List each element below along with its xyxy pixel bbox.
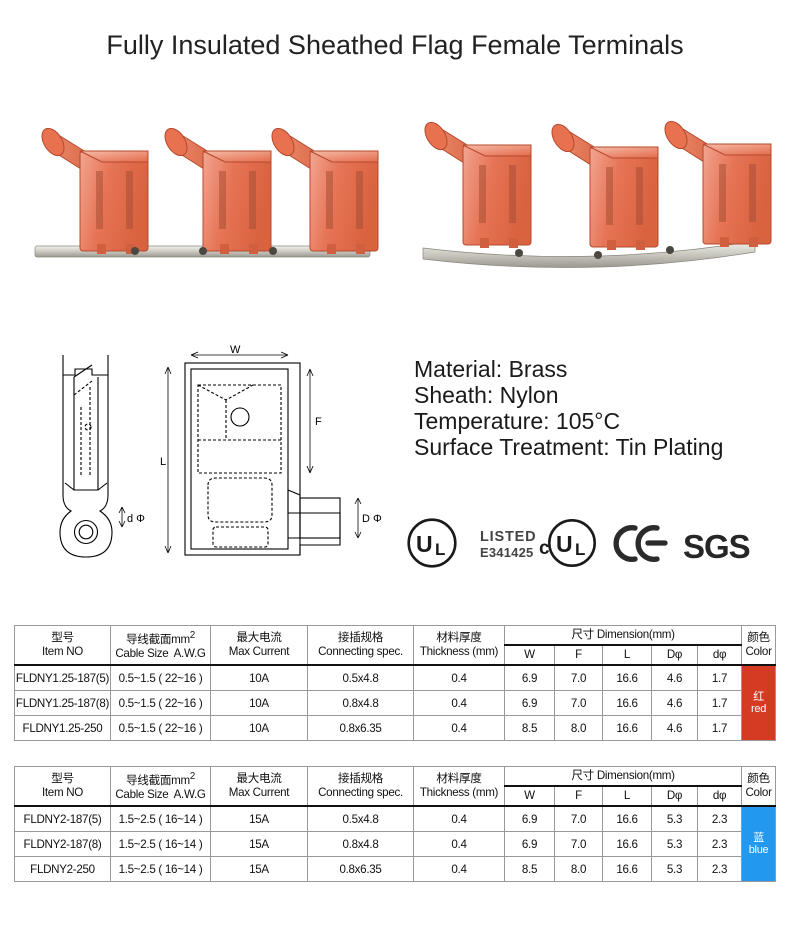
svg-text:SGS: SGS <box>683 528 750 565</box>
svg-text:D Φ: D Φ <box>362 513 382 525</box>
svg-text:d Φ: d Φ <box>127 513 145 525</box>
svg-text:W: W <box>230 345 241 356</box>
svg-text:L: L <box>160 456 166 468</box>
svg-text:U: U <box>556 531 573 557</box>
svg-text:LISTED: LISTED <box>480 529 536 545</box>
svg-text:F: F <box>315 416 322 428</box>
svg-text:L: L <box>575 540 585 559</box>
svg-text:U: U <box>416 531 433 557</box>
svg-text:L: L <box>435 540 445 559</box>
svg-text:E341425: E341425 <box>480 545 533 560</box>
